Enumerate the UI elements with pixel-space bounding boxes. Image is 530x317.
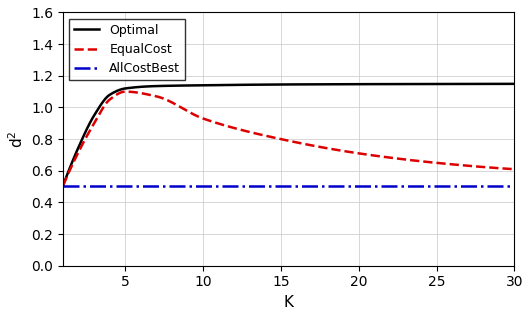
Optimal (412, 82, 418, 86)
EqualCost (412, 159, 419, 163)
Line: EqualCost: EqualCost (63, 92, 514, 185)
AllCostBest (242, 184, 249, 187)
Optimal (511, 82, 517, 86)
AllCostBest (60, 184, 66, 187)
EqualCost (243, 129, 249, 133)
AllCostBest (412, 184, 418, 187)
Optimal (370, 82, 376, 86)
Line: Optimal: Optimal (63, 84, 514, 185)
Optimal (259, 83, 265, 87)
EqualCost (370, 153, 376, 157)
AllCostBest (370, 184, 376, 187)
Y-axis label: d$^2$: d$^2$ (7, 130, 25, 148)
AllCostBest (106, 184, 112, 187)
X-axis label: K: K (284, 295, 294, 310)
AllCostBest (420, 184, 426, 187)
Optimal (242, 83, 249, 87)
EqualCost (60, 184, 66, 187)
EqualCost (122, 90, 129, 94)
AllCostBest (511, 184, 517, 187)
Optimal (106, 93, 112, 97)
AllCostBest (259, 184, 265, 187)
EqualCost (511, 167, 517, 171)
Legend: Optimal, EqualCost, AllCostBest: Optimal, EqualCost, AllCostBest (69, 19, 186, 80)
EqualCost (259, 133, 266, 137)
Optimal (420, 82, 426, 86)
EqualCost (420, 160, 427, 164)
Optimal (60, 184, 66, 187)
EqualCost (106, 98, 112, 102)
